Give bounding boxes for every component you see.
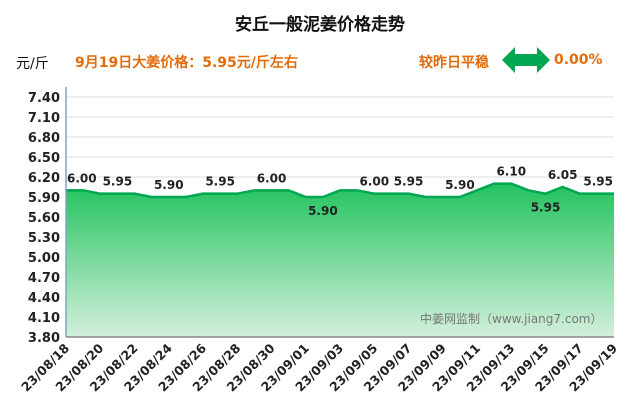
price-note: 9月19日大姜价格：5.95元/斤左右 [75, 55, 298, 71]
y-tick-label: 3.80 [28, 331, 60, 346]
data-label: 5.90 [445, 178, 475, 192]
y-tick-label: 5.90 [28, 191, 60, 206]
price-line [66, 182, 614, 199]
change-value: 0.00% [554, 52, 603, 68]
data-label: 6.05 [548, 168, 578, 182]
y-tick-label: 4.10 [28, 311, 60, 326]
watermark: 中姜网监制（www.jiang7.com） [420, 311, 602, 326]
data-label: 5.95 [583, 175, 613, 189]
data-label: 5.90 [154, 178, 184, 192]
y-tick-label: 7.10 [28, 111, 60, 126]
area-layer [66, 182, 614, 337]
data-label: 6.00 [359, 175, 389, 189]
y-tick-label: 4.40 [28, 291, 60, 306]
price-area [66, 183, 614, 337]
y-tick-label: 4.70 [28, 271, 60, 286]
y-tick-label: 6.50 [28, 151, 60, 166]
data-label: 6.00 [67, 171, 97, 185]
y-tick-label: 6.80 [28, 131, 60, 146]
data-label: 5.90 [308, 204, 338, 218]
compare-label: 较昨日平稳 [419, 55, 489, 71]
data-label: 5.95 [394, 175, 424, 189]
y-tick-label: 5.60 [28, 211, 60, 226]
y-tick-label: 5.00 [28, 251, 60, 266]
chart-title: 安丘一般泥姜价格走势 [235, 15, 405, 35]
y-tick-label: 6.20 [28, 171, 60, 186]
data-label: 5.95 [531, 201, 561, 215]
y-tick-label: 5.30 [28, 231, 60, 246]
double-arrow-icon [502, 47, 550, 73]
data-label: 6.00 [257, 171, 287, 185]
data-labels: 6.00 5.95 5.90 5.95 6.00 5.90 6.00 5.95 5.90 6.10… [67, 165, 613, 218]
unit-label: 元/斤 [16, 56, 49, 72]
data-label: 5.95 [205, 175, 235, 189]
data-label: 5.95 [103, 175, 133, 189]
data-label: 6.10 [496, 165, 526, 179]
y-tick-label: 7.40 [28, 91, 60, 106]
